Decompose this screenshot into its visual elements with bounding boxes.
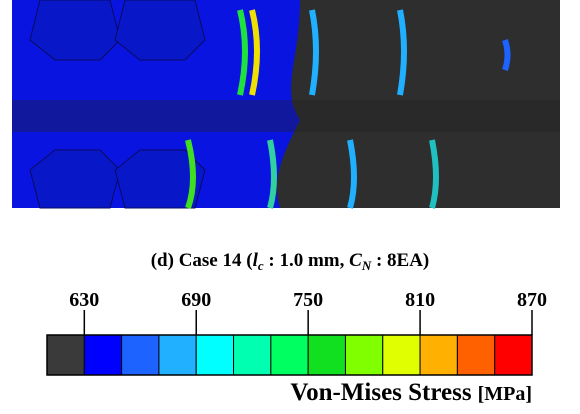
color-cell xyxy=(308,335,345,375)
color-cell xyxy=(495,335,532,375)
tick-label: 630 xyxy=(69,289,99,311)
tick-label: 870 xyxy=(517,289,547,311)
caption-subscript: N xyxy=(361,258,372,273)
color-cell xyxy=(457,335,494,375)
color-cell xyxy=(271,335,308,375)
fea-image xyxy=(12,0,560,208)
caption-text: (d) Case 14 ( xyxy=(151,250,253,271)
colorbar-title: Von-Mises Stress [MPa] xyxy=(290,379,532,406)
color-cell xyxy=(196,335,233,375)
caption: (d) Case 14 (lc : 1.0 mm, CN : 8EA) xyxy=(151,250,430,273)
caption-text: : 8EA) xyxy=(371,250,429,271)
color-cell xyxy=(47,335,84,375)
color-cell xyxy=(122,335,159,375)
tick-label: 750 xyxy=(293,289,323,311)
colorbar-unit: [MPa] xyxy=(478,383,532,405)
colorbar: 630 690 750 810 870 xyxy=(47,289,547,375)
color-cell xyxy=(84,335,121,375)
tick-label: 810 xyxy=(405,289,435,311)
color-cell xyxy=(383,335,420,375)
color-cell xyxy=(345,335,382,375)
caption-symbol: C xyxy=(349,250,362,271)
color-cell xyxy=(234,335,271,375)
color-cell xyxy=(420,335,457,375)
color-cell xyxy=(159,335,196,375)
caption-text: : 1.0 mm, xyxy=(264,250,349,271)
tick-label: 690 xyxy=(181,289,211,311)
colorbar-label: Von-Mises Stress xyxy=(290,379,472,406)
figure: (d) Case 14 (lc : 1.0 mm, CN : 8EA) 6306… xyxy=(0,0,580,414)
